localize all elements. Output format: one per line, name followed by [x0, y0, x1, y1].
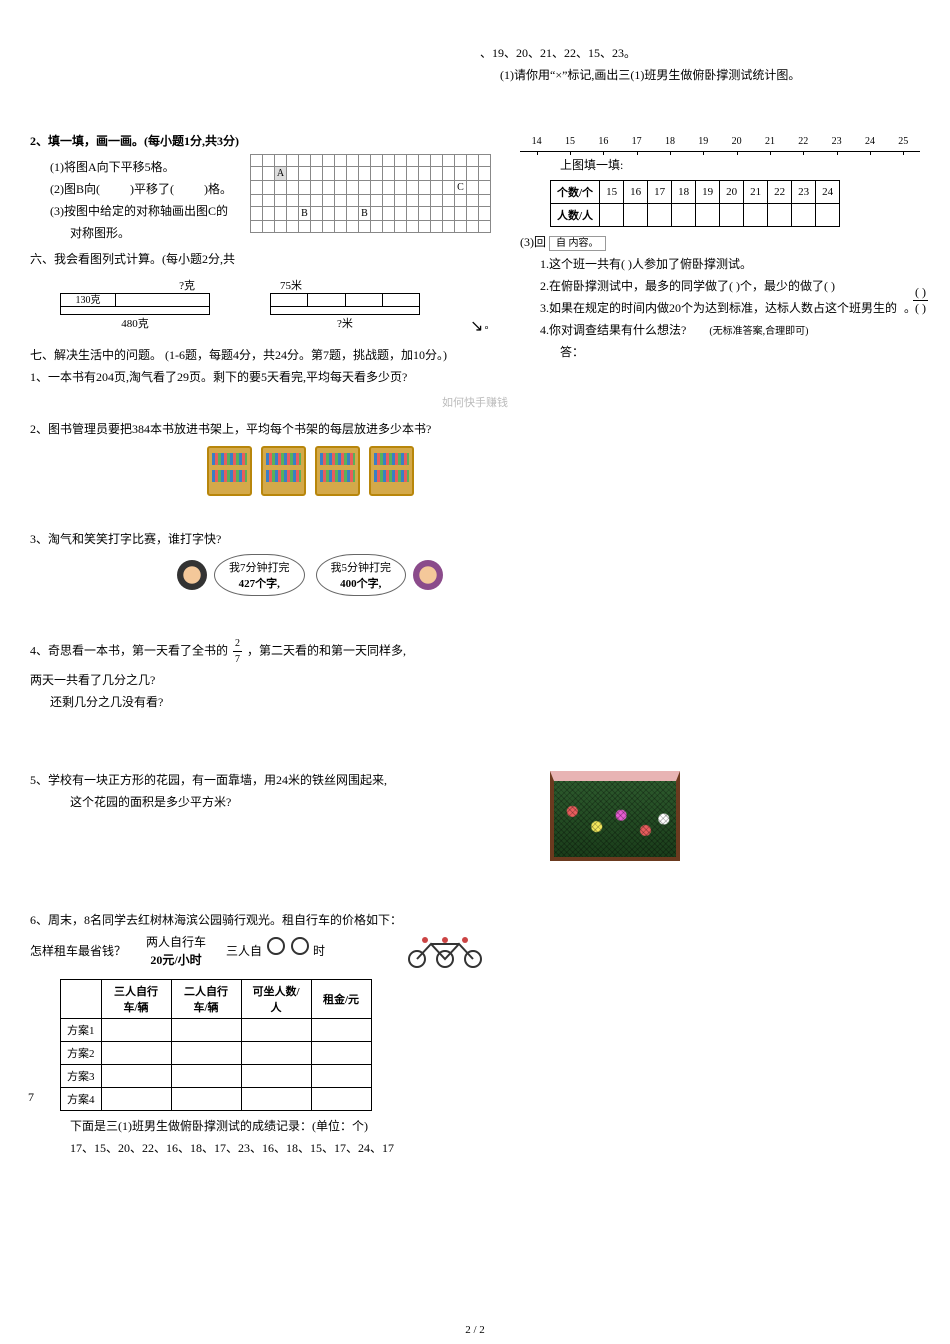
number-line: 14 15 16 17 18 19 20 21 22 23 24 25 — [520, 136, 920, 152]
top-line-1: 、19、20、21、22、15、23。 — [480, 44, 920, 62]
kid2-icon — [413, 560, 443, 590]
page-footer: 2 / 2 — [0, 1324, 950, 1336]
q3-label: (3)回 自 内容。 — [520, 233, 920, 251]
tandem-bike-icon — [405, 934, 485, 969]
top-line-2: (1)请你用“×”标记,画出三(1)班男生做俯卧撑测试统计图。 — [480, 66, 920, 84]
q7-6-q: 怎样租车最省钱？ 两人自行车 20元/小时 三人自 时 — [30, 933, 680, 969]
q2-c2: 对称图形。 — [30, 224, 250, 242]
bike-icon — [265, 937, 310, 965]
q7-4: 4、奇思看一本书，第一天看了全书的 27 ，第二天看的和第一天同样多, — [30, 636, 590, 667]
q7-1: 1、一本书有204页,淘气看了29页。剩下的要5天看完,平均每天看多少页? — [30, 368, 510, 386]
sec7: 七、解决生活中的问题。 (1-6题，每题4分，共24分。第7题，挑战题，加10分… — [30, 346, 510, 364]
q2-header: 2、填一填，画一画。(每小题1分,共3分) — [30, 132, 510, 150]
kid1-icon — [177, 560, 207, 590]
q7-6: 6、周末，8名同学去红树林海滨公园骑行观光。租自行车的价格如下： — [30, 911, 680, 929]
flower-garden-image — [550, 771, 680, 861]
seven-marker: 7 — [28, 1090, 34, 1105]
q7-7-l2: 17、15、20、22、16、18、17、23、16、18、15、17、24、1… — [30, 1139, 680, 1157]
typing-figure: 我7分钟打完427个字, 我5分钟打完400个字, — [30, 554, 590, 596]
diagram-right: 75米 ?米 — [270, 277, 420, 331]
plan-table: 三人自行车/辆 二人自行车/辆 可坐人数/人 租金/元 方案1 方案2 方案3 … — [60, 979, 372, 1111]
diagram-left: ?克 130克 480克 — [60, 277, 210, 331]
grid-figure: A C BB — [250, 154, 491, 246]
r-i3: 3.如果在规定的时间内做20个为达到标准，达标人数占这个班男生的 。 — [520, 299, 920, 317]
q7-7-l1: 下面是三(1)班男生做俯卧撑测试的成绩记录：(单位：个) — [30, 1117, 680, 1135]
r-i4: 4.你对调查结果有什么想法? (无标准答案,合理即可) — [520, 321, 920, 339]
sec6: 六、我会看图列式计算。(每小题2分,共 — [30, 250, 510, 268]
q7-4-l2: 两天一共看了几分之几? — [30, 671, 590, 689]
q7-4-l3: 还剩几分之几没有看? — [30, 693, 590, 711]
bookshelves — [30, 446, 590, 500]
q2-c: (3)按图中给定的对称轴画出图C的 — [30, 202, 250, 220]
q7-2: 2、图书管理员要把384本书放进书架上，平均每个书架的每层放进多少本书? — [30, 420, 590, 438]
r-i4-ans: 答： — [520, 343, 920, 361]
q2-a: (1)将图A向下平移5格。 — [30, 158, 250, 176]
r-i2: 2.在俯卧撑测试中，最多的同学做了( )个，最少的做了( ) — [520, 277, 920, 295]
watermark: 如何快手赚钱 — [30, 394, 920, 410]
fill-label: 上图填一填: — [520, 156, 920, 174]
arrow-icon: ↘∘ — [470, 316, 490, 336]
q7-3: 3、淘气和笑笑打字比赛，谁打字快? — [30, 530, 590, 548]
blank-fraction: ( ) ( ) — [913, 285, 928, 316]
q2-b: (2)图B向()平移了()格。 — [30, 180, 250, 198]
r-i1: 1.这个班一共有( )人参加了俯卧撑测试。 — [520, 255, 920, 273]
count-table: 个数/个 15161718192021222324 人数/人 — [550, 180, 840, 227]
